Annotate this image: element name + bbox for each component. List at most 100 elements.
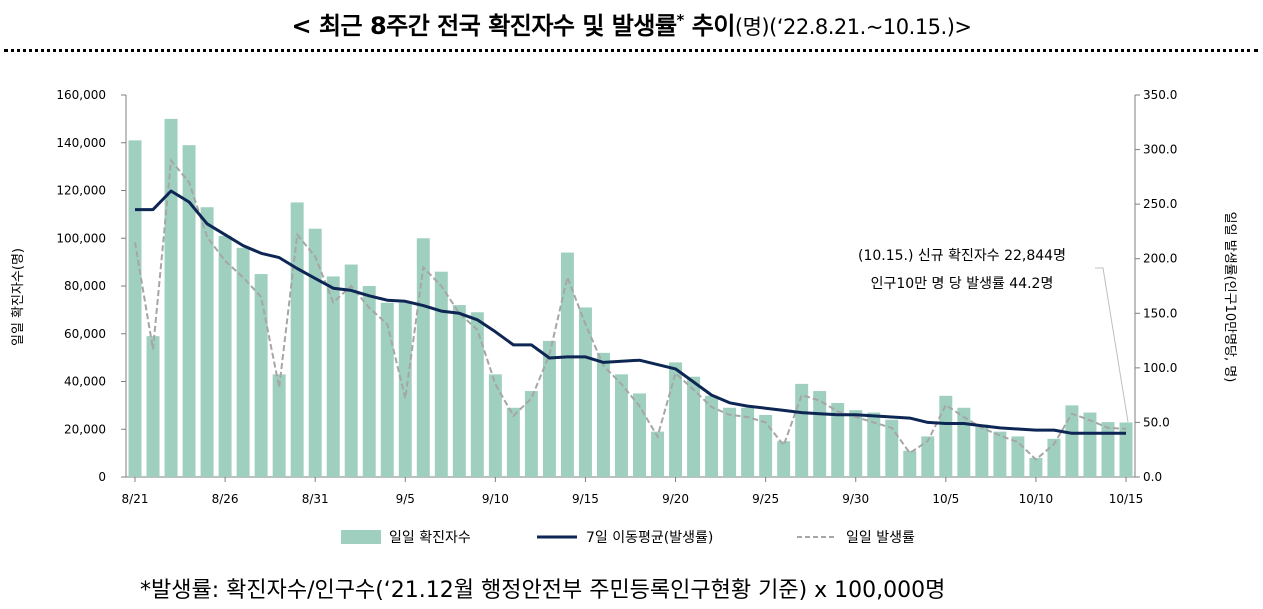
- x-tick-label: 9/15: [572, 492, 599, 506]
- y2-tick-label: 200.0: [1143, 252, 1177, 266]
- bar: [903, 450, 917, 477]
- bar: [200, 207, 214, 477]
- y2-tick-label: 0.0: [1143, 470, 1162, 484]
- legend-bar-label: 일일 확진자수: [389, 530, 471, 546]
- bar: [849, 410, 863, 477]
- bar-series: [128, 118, 1133, 478]
- y-tick-label: 40,000: [64, 375, 106, 389]
- bar: [344, 264, 358, 477]
- bar: [975, 424, 989, 477]
- bar: [831, 402, 845, 477]
- bar: [560, 252, 574, 477]
- page-title: < 최근 8주간 전국 확진자수 및 발생률* 추이(명)(‘22.8.21.~…: [0, 6, 1263, 41]
- bar: [867, 412, 881, 477]
- bar: [705, 395, 719, 477]
- bar: [236, 247, 250, 477]
- title-tail: (명)(‘22.8.21.~10.15.)>: [734, 15, 972, 39]
- y-tick-label: 80,000: [64, 279, 106, 293]
- bar: [380, 302, 394, 477]
- bar: [470, 312, 484, 477]
- legend-avg-label: 7일 이동평균(발생률): [586, 530, 713, 546]
- bar: [921, 436, 935, 477]
- y2-tick-label: 250.0: [1143, 197, 1177, 211]
- bar: [633, 393, 646, 477]
- bar: [723, 407, 737, 477]
- bar: [542, 340, 556, 477]
- bar: [669, 362, 683, 477]
- bar: [759, 414, 773, 477]
- dotted-divider: [4, 49, 1258, 52]
- bar: [1065, 405, 1079, 477]
- title-asterisk: *: [676, 11, 685, 29]
- bar: [596, 352, 610, 477]
- bar: [939, 395, 953, 477]
- bar: [488, 374, 502, 477]
- title-mid: 추이: [683, 12, 736, 40]
- bar: [1101, 422, 1115, 477]
- annotation-line1: (10.15.) 신규 확진자수 22,844명: [858, 248, 1066, 264]
- bar: [651, 431, 665, 477]
- y2-tick-label: 300.0: [1143, 143, 1177, 157]
- bar: [452, 305, 466, 477]
- rate-line: [134, 158, 1127, 461]
- bar: [1083, 412, 1097, 477]
- legend-bar-swatch: [341, 530, 381, 544]
- bar: [506, 407, 520, 477]
- y2-tick-label: 150.0: [1143, 306, 1177, 320]
- y-tick-label: 100,000: [56, 231, 106, 245]
- bar: [308, 228, 322, 477]
- y2-tick-label: 350.0: [1143, 88, 1177, 102]
- x-tick-label: 9/25: [752, 492, 779, 506]
- x-tick-label: 10/10: [1019, 492, 1054, 506]
- bar: [416, 238, 430, 477]
- bar: [182, 145, 196, 477]
- x-tick-label: 9/20: [662, 492, 689, 506]
- bar: [164, 118, 178, 477]
- bar: [1119, 422, 1133, 477]
- bar: [272, 374, 286, 477]
- x-tick-label: 10/15: [1109, 492, 1144, 506]
- title-main: < 최근 8주간 전국 확진자수 및 발생률: [291, 12, 677, 40]
- x-tick-label: 10/5: [932, 492, 959, 506]
- bar: [741, 407, 755, 477]
- moving-average-line: [135, 189, 1126, 435]
- bar: [1047, 438, 1061, 477]
- y-tick-label: 0: [98, 470, 106, 484]
- legend-rate-label: 일일 발생률: [846, 530, 915, 546]
- footnote: *발생률: 확진자수/인구수(‘21.12월 행정안전부 주민등록인구현황 기준…: [140, 578, 946, 603]
- bar: [128, 140, 142, 478]
- bar: [1011, 436, 1025, 477]
- axis-labels: 0 20,000 40,000 60,000 80,000 100,000 120,000 1…: [56, 88, 1177, 506]
- bar: [146, 336, 160, 477]
- chart: 0 20,000 40,000 60,000 80,000 100,000 120,000 1…: [11, 88, 1237, 546]
- x-tick-label: 9/10: [482, 492, 509, 506]
- legend: 일일 확진자수 7일 이동평균(발생률) 일일 발생률: [341, 530, 915, 546]
- x-tick-label: 8/26: [212, 492, 239, 506]
- bar: [615, 374, 628, 477]
- y2-tick-label: 50.0: [1143, 415, 1170, 429]
- bar: [434, 271, 448, 477]
- annotation-leader: [1095, 267, 1129, 423]
- bar: [398, 302, 412, 477]
- y2-axis-title: 일일 발생률(인구10만명당, 명): [1222, 212, 1237, 383]
- y-tick-label: 20,000: [64, 422, 106, 436]
- bar: [326, 276, 340, 477]
- y-axis-title: 일일 확진자수(명): [11, 248, 26, 346]
- y-tick-label: 60,000: [64, 327, 106, 341]
- bar: [254, 274, 268, 477]
- bar: [1029, 457, 1043, 477]
- x-tick-label: 9/30: [842, 492, 869, 506]
- y-tick-label: 160,000: [56, 88, 106, 102]
- annotation-line2: 인구10만 명 당 발생률 44.2명: [871, 276, 1054, 292]
- x-tick-label: 8/31: [302, 492, 329, 506]
- x-tick-label: 9/5: [396, 492, 415, 506]
- line-series: [134, 158, 1127, 461]
- y-tick-label: 140,000: [56, 136, 106, 150]
- y-tick-label: 120,000: [56, 184, 106, 198]
- bar: [362, 286, 376, 477]
- bar: [993, 431, 1007, 477]
- y2-tick-label: 100.0: [1143, 361, 1177, 375]
- bar: [524, 391, 538, 477]
- bar: [687, 376, 701, 477]
- x-tick-label: 8/21: [122, 492, 149, 506]
